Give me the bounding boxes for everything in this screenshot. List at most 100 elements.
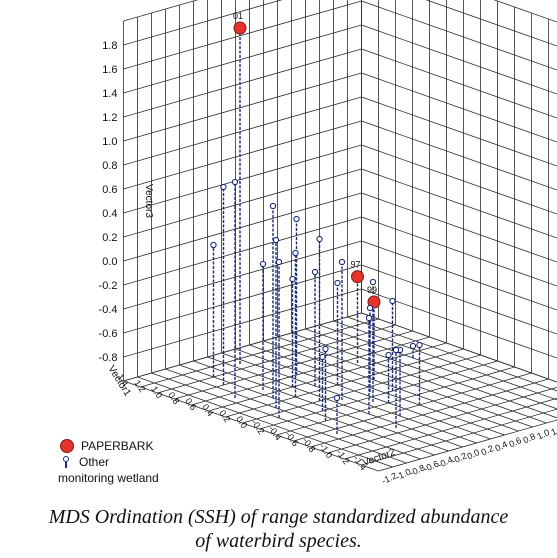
other-point <box>289 275 296 283</box>
z-tick-label: -0.8 <box>99 352 118 364</box>
y-tick-label: 0.6 <box>183 396 198 412</box>
side-wall-grid-line <box>361 168 557 239</box>
paperbark-point <box>367 295 381 309</box>
floor-grid-line <box>157 324 396 394</box>
back-wall-grid-line <box>123 240 362 310</box>
chart-3d-plot: 1.81.61.41.21.00.80.60.40.20.0-0.2-0.4-0… <box>99 0 557 486</box>
x-tick-label: 0.6 <box>507 435 523 449</box>
other-point <box>338 258 346 266</box>
other-point <box>333 394 341 402</box>
floor-grid-line <box>277 336 533 428</box>
legend-note: monitoring wetland <box>58 471 159 485</box>
figure-caption-line-1: MDS Ordination (SSH) of range standardiz… <box>48 506 509 528</box>
back-wall-grid-line <box>123 24 362 94</box>
other-point <box>210 241 217 249</box>
legend-label: PAPERBARK <box>81 439 154 453</box>
z-tick-label: 0.4 <box>102 208 117 220</box>
other-point <box>334 279 341 287</box>
other-point <box>293 215 300 223</box>
side-wall-grid-line <box>361 216 557 287</box>
y-tick-label: -1.0 <box>317 442 334 460</box>
data-stems <box>212 28 421 434</box>
z-tick-label: 0.0 <box>102 256 117 268</box>
legend: PAPERBARK Other monitoring wetland <box>58 438 159 486</box>
other-point <box>365 314 373 322</box>
y-tick-label: -0.2 <box>249 418 266 436</box>
back-wall-grid-line <box>123 264 362 334</box>
other-point <box>316 235 323 243</box>
floor-grid-line <box>310 378 549 448</box>
other-point <box>322 345 329 353</box>
side-wall-grid-line <box>361 240 557 311</box>
back-wall-grid-line <box>123 0 199 22</box>
side-wall-grid-line <box>361 24 557 95</box>
back-wall-grid-line <box>123 48 362 118</box>
y-tick-label: 1.2 <box>132 378 147 394</box>
back-wall-grid-line <box>123 192 362 262</box>
other-point <box>275 258 283 266</box>
x-tick-label: 0.0 <box>465 447 481 461</box>
figure-caption-line-2: of waterbird species. <box>195 530 362 552</box>
back-wall-grid-line <box>123 72 362 142</box>
floor-grid-line <box>333 320 557 401</box>
x-tick-label: 0.2 <box>479 443 495 457</box>
z-tick-label: -0.4 <box>99 304 118 316</box>
back-wall-grid-line <box>123 0 362 70</box>
floor-grid-line <box>165 368 421 460</box>
floor-grid-line <box>319 324 557 410</box>
y-tick-label: 1.0 <box>149 384 164 400</box>
other-point <box>416 341 423 349</box>
other-point <box>220 183 227 191</box>
x-tick-label: 1.2 <box>549 423 557 437</box>
legend-item-paperbark: PAPERBARK <box>58 438 159 454</box>
small-stem-dot-icon <box>60 455 72 469</box>
other-point <box>319 353 326 361</box>
floor-grid-line <box>221 352 477 444</box>
floor-grid-line <box>327 387 557 454</box>
other-point <box>389 297 396 305</box>
other-point <box>369 278 377 286</box>
point-label: 97 <box>350 260 360 270</box>
back-wall-grid-line <box>123 216 362 286</box>
z-tick-label: 1.6 <box>102 64 117 76</box>
floor-grid-line <box>123 380 379 472</box>
other-point <box>231 178 239 186</box>
side-wall-grid-line <box>425 0 557 47</box>
y-tick-label: 0.2 <box>217 408 232 424</box>
other-point <box>409 342 417 350</box>
side-wall-grid-line <box>361 312 557 383</box>
floor-grid-line <box>378 419 557 472</box>
data-points: 01 99 97 <box>210 11 423 402</box>
floor-grid-line <box>259 360 498 430</box>
back-wall-grid-line <box>123 168 362 238</box>
side-wall-grid-line <box>361 0 557 71</box>
z-tick-label: 1.2 <box>102 112 117 124</box>
floor-grid-line <box>293 372 532 442</box>
floor-grid-line <box>305 328 557 419</box>
side-wall-grid-line <box>361 96 557 167</box>
side-wall-grid-line <box>361 144 557 215</box>
back-wall-grid-line <box>123 0 283 46</box>
floor-grid-line <box>263 340 519 432</box>
z-tick-label: 1.8 <box>102 40 117 52</box>
floor-grid-line <box>207 356 463 448</box>
floor-grid-line <box>208 342 447 412</box>
other-point <box>259 260 267 268</box>
other-point <box>269 202 277 210</box>
point-label: 99 <box>367 285 377 295</box>
z-tick-label: 0.2 <box>102 232 117 244</box>
floor-grid-line <box>344 397 557 460</box>
back-wall-grid-line <box>123 288 362 358</box>
legend-item-other: Other <box>58 454 159 470</box>
x-tick-label: 1.0 <box>535 427 551 441</box>
y-tick-label: -0.4 <box>266 424 283 442</box>
legend-label: Other <box>79 455 110 469</box>
floor-grid-line <box>191 336 430 406</box>
floor-grid-line <box>174 330 413 400</box>
point-label: 01 <box>233 11 243 21</box>
z-tick-label: 1.0 <box>102 136 117 148</box>
floor-grid-line <box>140 318 379 388</box>
z-tick-label: 0.8 <box>102 160 117 172</box>
back-wall-grid-line <box>123 144 362 214</box>
floor-grid-line <box>347 316 557 392</box>
